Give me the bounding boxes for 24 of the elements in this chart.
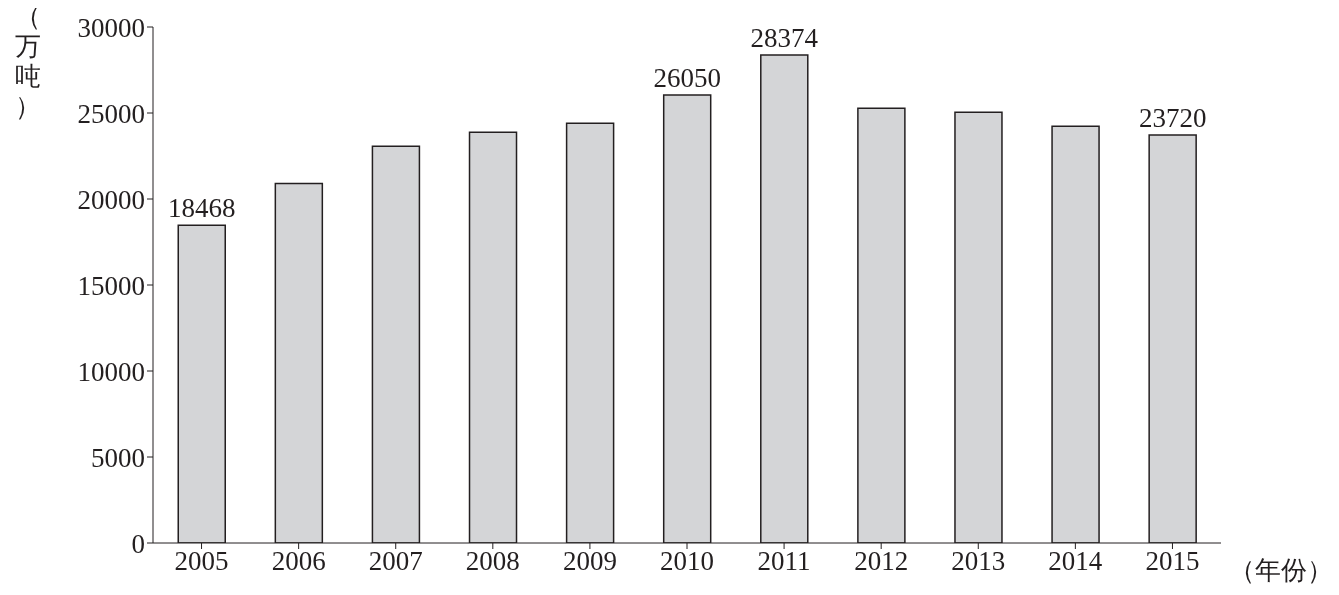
- x-axis-title: （年份）: [1229, 556, 1333, 585]
- x-tick-label: 2013: [951, 546, 1006, 577]
- y-tick-label: 20000: [77, 184, 145, 215]
- y-tick-label: 10000: [77, 356, 145, 387]
- x-tick-label: 2009: [562, 546, 617, 577]
- x-tick-label: 2006: [271, 546, 326, 577]
- y-tick-label: 15000: [77, 270, 145, 301]
- y-tick-label: 0: [131, 528, 145, 559]
- y-tick-label: 30000: [77, 12, 145, 43]
- y-tick-label: 5000: [91, 442, 145, 473]
- x-tick-label: 2012: [854, 546, 909, 577]
- y-tick-label: 25000: [77, 98, 145, 129]
- x-tick-label: 2007: [368, 546, 423, 577]
- data-label: 26050: [653, 62, 721, 93]
- x-tick-label: 2008: [465, 546, 520, 577]
- x-tick-label: 2005: [174, 546, 229, 577]
- data-label: 23720: [1138, 103, 1207, 134]
- x-tick-label: 2010: [660, 546, 714, 577]
- x-tick-label: 2015: [1145, 546, 1200, 577]
- x-tick-label: 2014: [1048, 546, 1103, 577]
- y-axis-title: （万吨）: [15, 2, 41, 121]
- data-label: 28374: [750, 22, 819, 53]
- data-label: 18468: [167, 193, 236, 224]
- x-tick-label: 2011: [757, 546, 811, 577]
